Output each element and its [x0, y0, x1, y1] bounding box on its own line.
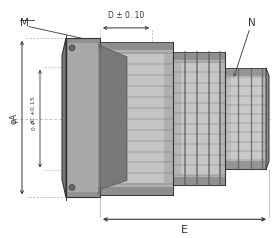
Polygon shape — [266, 68, 269, 169]
Text: E: E — [181, 225, 188, 235]
Polygon shape — [66, 38, 100, 197]
Circle shape — [69, 184, 75, 190]
Polygon shape — [225, 161, 266, 169]
Polygon shape — [181, 63, 219, 175]
Text: $\phi$C +0.15: $\phi$C +0.15 — [29, 96, 38, 125]
Polygon shape — [62, 38, 66, 197]
Polygon shape — [97, 42, 173, 195]
Text: D ± 0. 10: D ± 0. 10 — [108, 11, 144, 20]
Polygon shape — [100, 46, 127, 189]
Polygon shape — [231, 76, 261, 161]
Text: N: N — [248, 18, 256, 28]
Polygon shape — [108, 54, 164, 183]
Polygon shape — [173, 178, 225, 185]
Text: M: M — [20, 18, 29, 28]
Polygon shape — [97, 42, 173, 50]
Polygon shape — [173, 52, 225, 60]
Polygon shape — [225, 68, 266, 76]
Polygon shape — [68, 43, 98, 192]
Text: 0: 0 — [31, 127, 36, 130]
Polygon shape — [97, 187, 173, 195]
Polygon shape — [225, 68, 266, 169]
Polygon shape — [173, 52, 225, 185]
Text: φA: φA — [10, 113, 18, 124]
Circle shape — [69, 45, 75, 51]
